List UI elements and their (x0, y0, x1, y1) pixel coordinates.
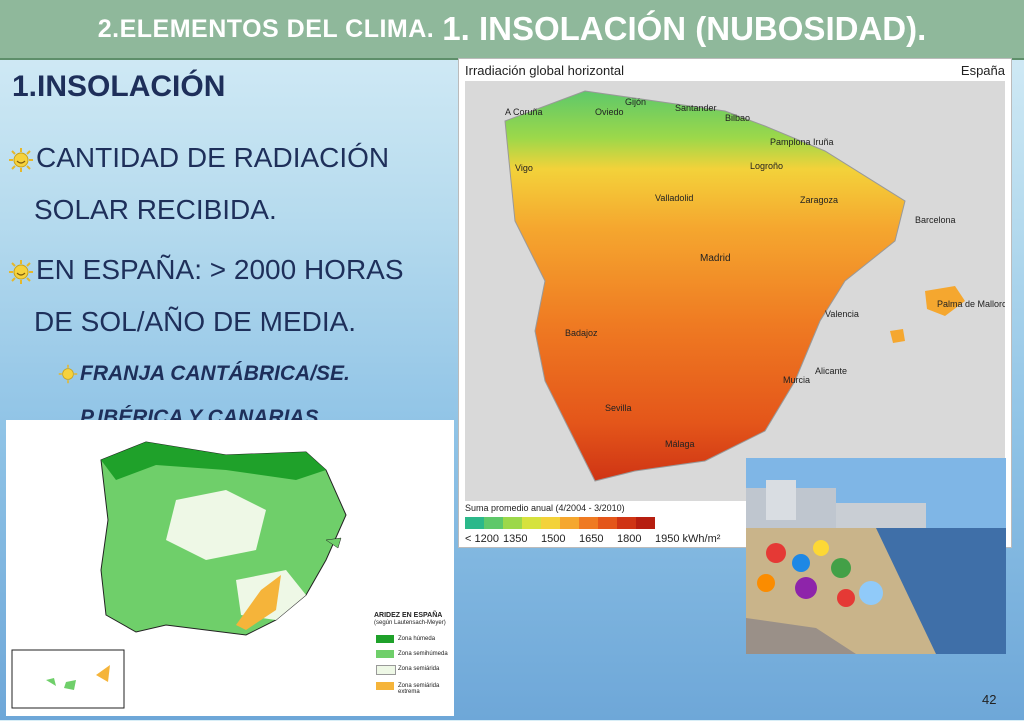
zone-semiarida-swatch (376, 665, 396, 675)
zone-semiarida-label: Zona semiárida (398, 666, 440, 672)
city-a-coruna: A Coruña (505, 107, 543, 117)
section-heading: 1.INSOLACIÓN (12, 70, 226, 103)
city-palma: Palma de Mallorca (937, 299, 1005, 309)
sub-bullet-line1: FRANJA CANTÁBRICA/SE. (80, 362, 350, 385)
legend-color-8 (617, 517, 636, 529)
legend-color-2 (503, 517, 522, 529)
bullet-2-line2: DE SOL/AÑO DE MEDIA. (34, 306, 357, 337)
city-valencia: Valencia (825, 309, 859, 319)
legend-color-3 (522, 517, 541, 529)
bullet-1-line1: CANTIDAD DE RADIACIÓN (36, 142, 390, 173)
sun-icon (58, 365, 78, 384)
legend-color-9 (636, 517, 655, 529)
bullet-2-line1: EN ESPAÑA: > 2000 HORAS (36, 254, 404, 285)
map1-title: Irradiación global horizontal (465, 63, 624, 78)
legend-color-0 (465, 517, 484, 529)
city-madrid: Madrid (700, 253, 731, 264)
zone-humeda-label: Zona húmeda (398, 636, 436, 642)
city-valladolid: Valladolid (655, 193, 693, 203)
zone-semiarida-extrema-label: Zona semiárida extrema (398, 683, 440, 695)
legend-tick: 1650 (579, 533, 604, 545)
city-pamplona: Pamplona Iruña (770, 137, 834, 147)
legend-color-6 (579, 517, 598, 529)
city-barcelona: Barcelona (915, 215, 956, 225)
city-oviedo: Oviedo (595, 107, 624, 117)
city-zaragoza: Zaragoza (800, 195, 838, 205)
map1-region: España (960, 63, 1005, 78)
city-vigo: Vigo (515, 163, 533, 173)
map1-legend-ticks: < 1200 1350 1500 1650 1800 1950 kWh/m² (465, 533, 735, 545)
city-alicante: Alicante (815, 366, 847, 376)
city-badajoz: Badajoz (565, 328, 598, 338)
legend-color-5 (560, 517, 579, 529)
city-gijon: Gijón (625, 97, 646, 107)
bullet-1: CANTIDAD DE RADIACIÓN SOLAR RECIBIDA. (8, 132, 389, 236)
legend-tick: < 1200 (465, 533, 499, 545)
legend-tick: 1950 kWh/m² (655, 533, 721, 545)
irradiation-map: Irradiación global horizontal España G (458, 58, 1012, 548)
city-bilbao: Bilbao (725, 113, 750, 123)
title-small: 2.ELEMENTOS DEL CLIMA. (97, 14, 435, 43)
legend-color-7 (598, 517, 617, 529)
zone-semihumeda-swatch (376, 650, 394, 658)
bullet-1-line2: SOLAR RECIBIDA. (34, 194, 277, 225)
map2-legend-title: ARIDEZ EN ESPAÑA (374, 612, 443, 619)
city-logrono: Logroño (750, 161, 783, 171)
beach-photo (746, 458, 1006, 654)
sun-icon (9, 259, 33, 284)
map1-canvas: Gijón Santander A Coruña Oviedo Bilbao V… (465, 81, 1012, 501)
city-sevilla: Sevilla (605, 403, 632, 413)
spain-irradiation-shape: Gijón Santander A Coruña Oviedo Bilbao V… (465, 81, 1012, 501)
map2-legend-subtitle: (según Lautensach-Meyer) (374, 620, 446, 626)
city-santander: Santander (675, 103, 717, 113)
zone-semiarida-extrema-swatch (376, 682, 394, 690)
legend-tick: 1500 (541, 533, 566, 545)
zone-semihumeda-label: Zona semihúmeda (398, 651, 448, 657)
title-big: 1. INSOLACIÓN (NUBOSIDAD). (442, 10, 927, 47)
sun-icon (9, 147, 33, 172)
page-number: 42 (982, 692, 997, 707)
aridity-map: ARIDEZ EN ESPAÑA (según Lautensach-Meyer… (6, 420, 454, 716)
legend-tick: 1350 (503, 533, 528, 545)
legend-color-4 (541, 517, 560, 529)
title-bar: 2.ELEMENTOS DEL CLIMA. 1. INSOLACIÓN (NU… (0, 0, 1024, 60)
bullet-2: EN ESPAÑA: > 2000 HORAS DE SOL/AÑO DE ME… (8, 244, 404, 348)
legend-color-1 (484, 517, 503, 529)
city-malaga: Málaga (665, 439, 695, 449)
beach-scene (746, 458, 1006, 654)
map1-legend-colorbar (465, 517, 655, 529)
map1-legend-title: Suma promedio anual (4/2004 - 3/2010) (465, 503, 625, 513)
zone-humeda-swatch (376, 635, 394, 643)
legend-tick: 1800 (617, 533, 642, 545)
city-murcia: Murcia (783, 375, 810, 385)
